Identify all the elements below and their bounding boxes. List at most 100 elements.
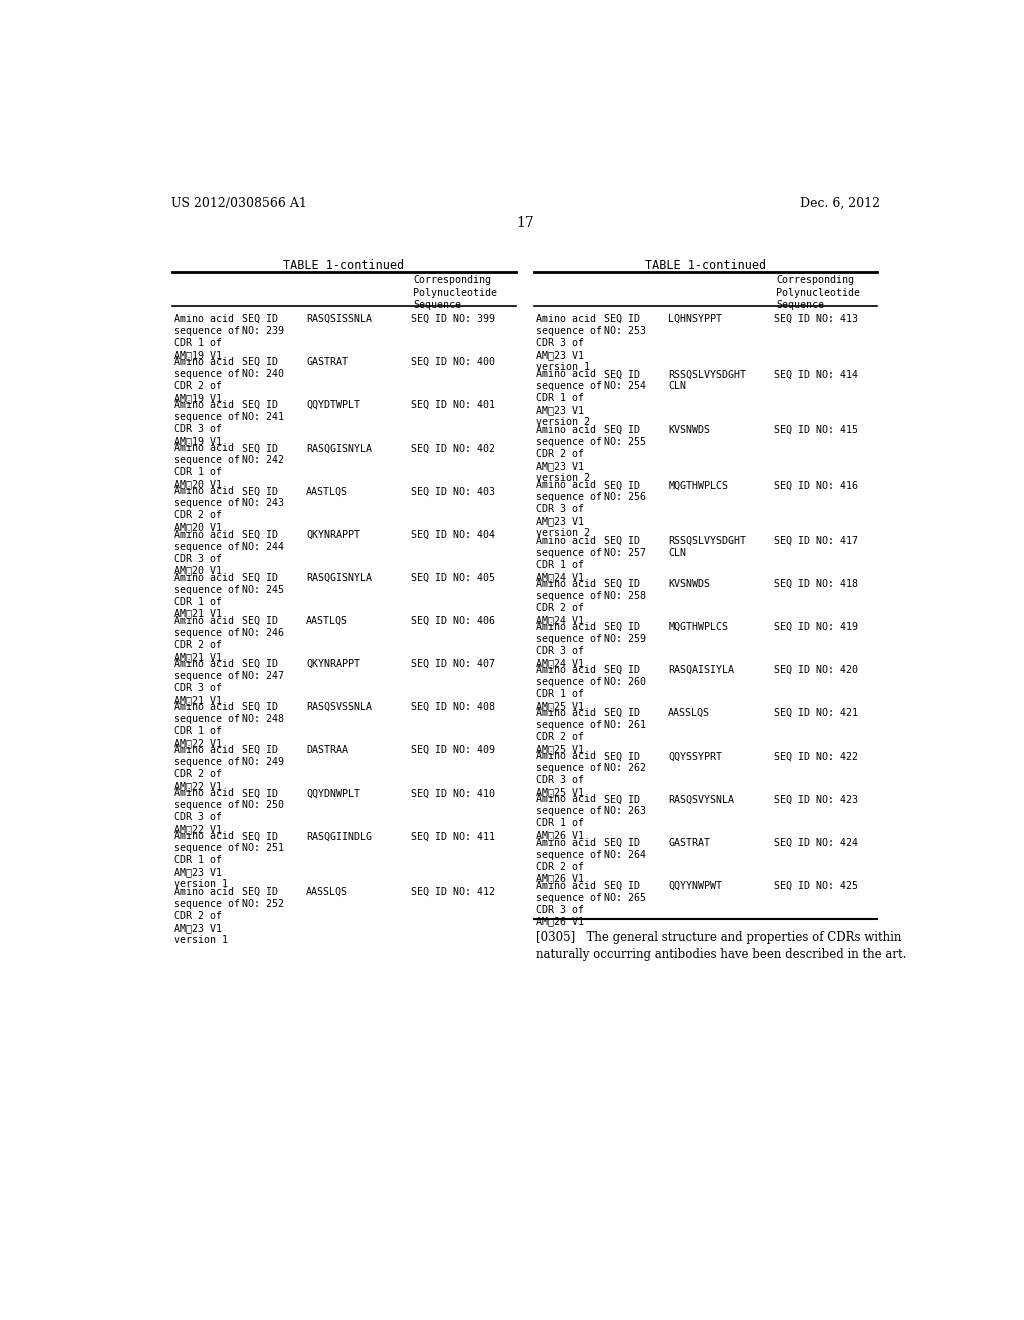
- Text: SEQ ID NO: 425: SEQ ID NO: 425: [773, 880, 857, 891]
- Text: SEQ ID NO: 411: SEQ ID NO: 411: [411, 832, 495, 841]
- Text: SEQ ID
NO: 254: SEQ ID NO: 254: [604, 370, 646, 392]
- Text: Amino acid
sequence of
CDR 2 of
AMᐙ19 V1: Amino acid sequence of CDR 2 of AMᐙ19 V1: [174, 358, 241, 403]
- Text: AASSLQS: AASSLQS: [669, 708, 711, 718]
- Text: Amino acid
sequence of
CDR 3 of
AMᐙ26 V1: Amino acid sequence of CDR 3 of AMᐙ26 V1: [537, 880, 602, 927]
- Text: SEQ ID NO: 424: SEQ ID NO: 424: [773, 838, 857, 847]
- Text: SEQ ID NO: 400: SEQ ID NO: 400: [411, 358, 495, 367]
- Text: SEQ ID
NO: 263: SEQ ID NO: 263: [604, 795, 646, 816]
- Text: Amino acid
sequence of
CDR 3 of
AMᐙ24 V1: Amino acid sequence of CDR 3 of AMᐙ24 V1: [537, 622, 602, 668]
- Text: SEQ ID NO: 399: SEQ ID NO: 399: [411, 314, 495, 323]
- Text: QKYNRAPPT: QKYNRAPPT: [306, 529, 360, 540]
- Text: SEQ ID
NO: 247: SEQ ID NO: 247: [242, 659, 284, 681]
- Text: Dec. 6, 2012: Dec. 6, 2012: [800, 197, 880, 210]
- Text: SEQ ID
NO: 255: SEQ ID NO: 255: [604, 425, 646, 447]
- Text: LQHNSYPPT: LQHNSYPPT: [669, 314, 722, 323]
- Text: SEQ ID
NO: 260: SEQ ID NO: 260: [604, 665, 646, 686]
- Text: [0305]   The general structure and properties of CDRs within
naturally occurring: [0305] The general structure and propert…: [537, 932, 907, 961]
- Text: Amino acid
sequence of
CDR 1 of
AMᐙ19 V1: Amino acid sequence of CDR 1 of AMᐙ19 V1: [174, 314, 241, 360]
- Text: Amino acid
sequence of
CDR 1 of
AMᐙ26 V1: Amino acid sequence of CDR 1 of AMᐙ26 V1: [537, 795, 602, 841]
- Text: QKYNRAPPT: QKYNRAPPT: [306, 659, 360, 669]
- Text: RASQGIINDLG: RASQGIINDLG: [306, 832, 373, 841]
- Text: Amino acid
sequence of
CDR 3 of
AMᐙ23 V1
version 1: Amino acid sequence of CDR 3 of AMᐙ23 V1…: [537, 314, 602, 372]
- Text: SEQ ID
NO: 243: SEQ ID NO: 243: [242, 487, 284, 508]
- Text: SEQ ID
NO: 259: SEQ ID NO: 259: [604, 622, 646, 644]
- Text: SEQ ID NO: 407: SEQ ID NO: 407: [411, 659, 495, 669]
- Text: SEQ ID
NO: 253: SEQ ID NO: 253: [604, 314, 646, 337]
- Text: SEQ ID NO: 404: SEQ ID NO: 404: [411, 529, 495, 540]
- Text: Amino acid
sequence of
CDR 3 of
AMᐙ23 V1
version 2: Amino acid sequence of CDR 3 of AMᐙ23 V1…: [537, 480, 602, 539]
- Text: SEQ ID NO: 412: SEQ ID NO: 412: [411, 887, 495, 896]
- Text: Amino acid
sequence of
CDR 1 of
AMᐙ21 V1: Amino acid sequence of CDR 1 of AMᐙ21 V1: [174, 573, 241, 619]
- Text: Amino acid
sequence of
CDR 2 of
AMᐙ24 V1: Amino acid sequence of CDR 2 of AMᐙ24 V1: [537, 579, 602, 624]
- Text: RSSQSLVYSDGHT
CLN: RSSQSLVYSDGHT CLN: [669, 536, 746, 557]
- Text: SEQ ID
NO: 241: SEQ ID NO: 241: [242, 400, 284, 422]
- Text: RASQGISNYLA: RASQGISNYLA: [306, 444, 373, 453]
- Text: Amino acid
sequence of
CDR 3 of
AMᐙ25 V1: Amino acid sequence of CDR 3 of AMᐙ25 V1: [537, 751, 602, 797]
- Text: Corresponding
Polynucleotide
Sequence: Corresponding Polynucleotide Sequence: [776, 276, 860, 310]
- Text: GASTRAT: GASTRAT: [306, 358, 348, 367]
- Text: Amino acid
sequence of
CDR 1 of
AMᐙ23 V1
version 2: Amino acid sequence of CDR 1 of AMᐙ23 V1…: [537, 370, 602, 428]
- Text: SEQ ID
NO: 240: SEQ ID NO: 240: [242, 358, 284, 379]
- Text: RASQSVYSNLA: RASQSVYSNLA: [669, 795, 734, 804]
- Text: SEQ ID NO: 423: SEQ ID NO: 423: [773, 795, 857, 804]
- Text: US 2012/0308566 A1: US 2012/0308566 A1: [171, 197, 306, 210]
- Text: SEQ ID NO: 406: SEQ ID NO: 406: [411, 615, 495, 626]
- Text: RASQSVSSNLA: RASQSVSSNLA: [306, 702, 373, 711]
- Text: SEQ ID
NO: 251: SEQ ID NO: 251: [242, 832, 284, 854]
- Text: SEQ ID NO: 416: SEQ ID NO: 416: [773, 480, 857, 490]
- Text: DASTRAA: DASTRAA: [306, 744, 348, 755]
- Text: Amino acid
sequence of
CDR 3 of
AMᐙ19 V1: Amino acid sequence of CDR 3 of AMᐙ19 V1: [174, 400, 241, 446]
- Text: SEQ ID NO: 414: SEQ ID NO: 414: [773, 370, 857, 379]
- Text: SEQ ID NO: 403: SEQ ID NO: 403: [411, 487, 495, 496]
- Text: RASQSISSNLA: RASQSISSNLA: [306, 314, 373, 323]
- Text: SEQ ID NO: 409: SEQ ID NO: 409: [411, 744, 495, 755]
- Text: Amino acid
sequence of
CDR 1 of
AMᐙ24 V1: Amino acid sequence of CDR 1 of AMᐙ24 V1: [537, 536, 602, 582]
- Text: QQYYNWPWT: QQYYNWPWT: [669, 880, 722, 891]
- Text: RASQGISNYLA: RASQGISNYLA: [306, 573, 373, 582]
- Text: SEQ ID NO: 408: SEQ ID NO: 408: [411, 702, 495, 711]
- Text: SEQ ID
NO: 256: SEQ ID NO: 256: [604, 480, 646, 502]
- Text: Amino acid
sequence of
CDR 3 of
AMᐙ21 V1: Amino acid sequence of CDR 3 of AMᐙ21 V1: [174, 659, 241, 705]
- Text: SEQ ID NO: 405: SEQ ID NO: 405: [411, 573, 495, 582]
- Text: SEQ ID NO: 410: SEQ ID NO: 410: [411, 788, 495, 799]
- Text: QQYDNWPLT: QQYDNWPLT: [306, 788, 360, 799]
- Text: Amino acid
sequence of
CDR 2 of
AMᐙ23 V1
version 2: Amino acid sequence of CDR 2 of AMᐙ23 V1…: [537, 425, 602, 483]
- Text: Amino acid
sequence of
CDR 2 of
AMᐙ26 V1: Amino acid sequence of CDR 2 of AMᐙ26 V1: [537, 838, 602, 883]
- Text: SEQ ID NO: 421: SEQ ID NO: 421: [773, 708, 857, 718]
- Text: SEQ ID
NO: 246: SEQ ID NO: 246: [242, 615, 284, 638]
- Text: Amino acid
sequence of
CDR 3 of
AMᐙ20 V1: Amino acid sequence of CDR 3 of AMᐙ20 V1: [174, 529, 241, 576]
- Text: SEQ ID
NO: 245: SEQ ID NO: 245: [242, 573, 284, 594]
- Text: RASQAISIYLA: RASQAISIYLA: [669, 665, 734, 675]
- Text: Amino acid
sequence of
CDR 1 of
AMᐙ25 V1: Amino acid sequence of CDR 1 of AMᐙ25 V1: [537, 665, 602, 711]
- Text: SEQ ID
NO: 264: SEQ ID NO: 264: [604, 838, 646, 859]
- Text: SEQ ID
NO: 262: SEQ ID NO: 262: [604, 751, 646, 774]
- Text: Amino acid
sequence of
CDR 1 of
AMᐙ20 V1: Amino acid sequence of CDR 1 of AMᐙ20 V1: [174, 444, 241, 490]
- Text: MQGTHWPLCS: MQGTHWPLCS: [669, 480, 728, 490]
- Text: SEQ ID NO: 415: SEQ ID NO: 415: [773, 425, 857, 434]
- Text: TABLE 1-continued: TABLE 1-continued: [284, 259, 404, 272]
- Text: KVSNWDS: KVSNWDS: [669, 425, 711, 434]
- Text: 17: 17: [516, 216, 534, 230]
- Text: SEQ ID NO: 419: SEQ ID NO: 419: [773, 622, 857, 632]
- Text: MQGTHWPLCS: MQGTHWPLCS: [669, 622, 728, 632]
- Text: SEQ ID NO: 401: SEQ ID NO: 401: [411, 400, 495, 411]
- Text: SEQ ID NO: 418: SEQ ID NO: 418: [773, 579, 857, 589]
- Text: QQYSSYPRT: QQYSSYPRT: [669, 751, 722, 762]
- Text: Corresponding
Polynucleotide
Sequence: Corresponding Polynucleotide Sequence: [414, 276, 498, 310]
- Text: GASTRAT: GASTRAT: [669, 838, 711, 847]
- Text: RSSQSLVYSDGHT
CLN: RSSQSLVYSDGHT CLN: [669, 370, 746, 392]
- Text: AASTLQS: AASTLQS: [306, 615, 348, 626]
- Text: AASTLQS: AASTLQS: [306, 487, 348, 496]
- Text: SEQ ID
NO: 239: SEQ ID NO: 239: [242, 314, 284, 337]
- Text: Amino acid
sequence of
CDR 1 of
AMᐙ23 V1
version 1: Amino acid sequence of CDR 1 of AMᐙ23 V1…: [174, 832, 241, 890]
- Text: SEQ ID
NO: 244: SEQ ID NO: 244: [242, 529, 284, 552]
- Text: SEQ ID NO: 417: SEQ ID NO: 417: [773, 536, 857, 545]
- Text: Amino acid
sequence of
CDR 3 of
AMᐙ22 V1: Amino acid sequence of CDR 3 of AMᐙ22 V1: [174, 788, 241, 834]
- Text: KVSNWDS: KVSNWDS: [669, 579, 711, 589]
- Text: Amino acid
sequence of
CDR 1 of
AMᐙ22 V1: Amino acid sequence of CDR 1 of AMᐙ22 V1: [174, 702, 241, 748]
- Text: SEQ ID
NO: 265: SEQ ID NO: 265: [604, 880, 646, 903]
- Text: Amino acid
sequence of
CDR 2 of
AMᐙ20 V1: Amino acid sequence of CDR 2 of AMᐙ20 V1: [174, 487, 241, 532]
- Text: Amino acid
sequence of
CDR 2 of
AMᐙ25 V1: Amino acid sequence of CDR 2 of AMᐙ25 V1: [537, 708, 602, 754]
- Text: SEQ ID
NO: 249: SEQ ID NO: 249: [242, 744, 284, 767]
- Text: SEQ ID
NO: 257: SEQ ID NO: 257: [604, 536, 646, 557]
